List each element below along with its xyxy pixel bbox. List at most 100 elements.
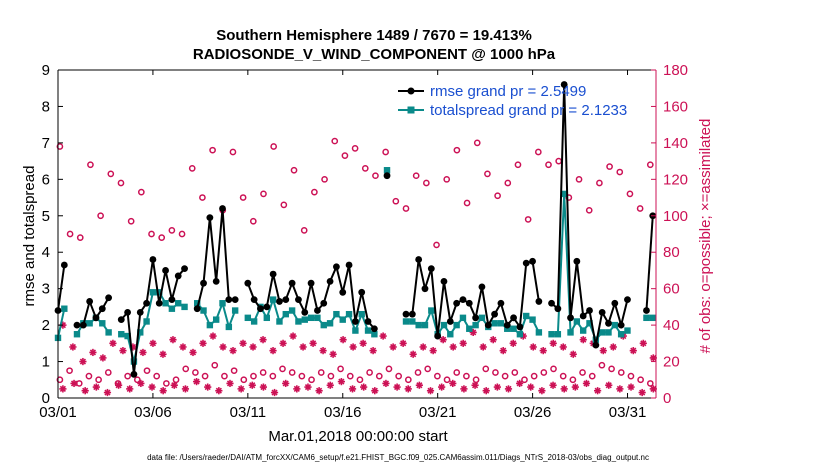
obs-assimilated-point [629,347,637,355]
y2-axis-label: # of obs: o=possible; ×=assimilated [697,119,714,354]
obs-possible-point [158,234,166,241]
y2-tick-label: 140 [663,135,688,152]
obs-possible-point [482,365,490,373]
rmse-point [484,321,492,329]
y2-tick-label: 40 [663,317,680,334]
obs-possible-point [511,369,519,376]
obs-possible-point [298,372,306,380]
obs-possible-point [95,376,102,384]
spread-point [415,321,422,329]
obs-possible-point [472,376,480,384]
rmse-point [86,298,94,305]
rmse-point [225,296,233,303]
obs-assimilated-point [337,378,345,386]
rmse-point [339,288,347,296]
y-tick-label: 2 [42,317,50,334]
rmse-point [181,265,188,273]
obs-possible-point [579,369,586,376]
obs-possible-point [240,376,248,384]
spread-point [269,296,277,303]
obs-possible-point [249,217,257,225]
obs-assimilated-point [139,348,147,357]
obs-assimilated-point [103,388,112,397]
y-tick-label: 1 [42,354,50,371]
y2-tick-label: 60 [663,281,680,298]
rmse-point [370,325,378,333]
rmse-point [465,299,473,307]
obs-possible-point [76,234,84,241]
obs-assimilated-point [114,381,123,389]
obs-assimilated-point [639,339,647,347]
obs-possible-point [337,365,344,373]
x-tick-label: 03/01 [39,404,77,421]
obs-possible-point [87,161,94,169]
obs-assimilated-point [579,336,587,344]
obs-assimilated-point [99,354,107,362]
y2-tick-label: 80 [663,244,680,261]
obs-possible-point [463,199,471,207]
spread-point [181,303,188,311]
y2-tick-label: 0 [663,390,671,407]
y2-tick-label: 160 [663,98,688,115]
obs-assimilated-point [304,383,312,391]
obs-possible-point [311,188,318,196]
spread-point [244,314,252,322]
obs-possible-point [627,372,635,380]
obs-possible-point [596,179,603,187]
obs-possible-point [375,372,383,380]
legend-spread-label: totalspread grand pr = 2.1233 [430,102,627,119]
rmse-point [333,263,340,271]
obs-assimilated-point [309,339,317,347]
obs-possible-point [56,143,64,150]
obs-assimilated-point [249,343,257,351]
spread-point [579,327,587,334]
spread-point [175,300,182,307]
rmse-point [307,279,315,287]
obs-assimilated-point [539,347,547,355]
x-tick-label: 03/21 [419,404,457,421]
obs-assimilated-point [504,385,513,393]
obs-possible-point [168,227,176,234]
obs-possible-point [104,369,112,376]
obs-possible-point [473,139,481,147]
rmse-point [155,299,163,307]
obs-possible-point [646,161,654,169]
obs-possible-point [66,367,73,375]
spread-point [124,332,131,340]
obs-possible-point [199,194,206,201]
obs-possible-point [137,188,145,196]
rmse-point [168,296,176,303]
obs-possible-point [424,365,432,373]
spread-point [440,321,448,329]
obs-possible-point [331,137,339,145]
rmse-point [598,308,606,316]
spread-point [478,314,486,322]
obs-possible-point [259,369,267,376]
obs-possible-point [300,227,308,234]
obs-possible-point [575,175,583,183]
obs-assimilated-point [282,379,290,388]
rmse-point [219,205,226,212]
obs-assimilated-point [605,381,613,389]
rmse-point [472,314,480,322]
obs-assimilated-point [226,379,234,388]
obs-assimilated-point [170,381,178,389]
obs-possible-point [269,372,277,380]
obs-possible-point [66,230,74,238]
rmse-point [421,285,429,293]
rmse-point [624,296,631,303]
obs-assimilated-point [516,379,524,388]
spread-point [219,300,226,307]
rmse-point [611,299,619,307]
obs-assimilated-point [499,347,507,355]
spread-point [598,329,606,336]
spread-point [314,314,321,322]
obs-assimilated-point [159,350,167,358]
obs-assimilated-point [204,383,212,391]
rmse-point [257,305,264,313]
obs-possible-point [351,145,359,152]
rmse-point [244,279,252,287]
rmse-point [592,341,600,349]
obs-possible-point [540,369,548,376]
obs-possible-point [616,168,624,176]
